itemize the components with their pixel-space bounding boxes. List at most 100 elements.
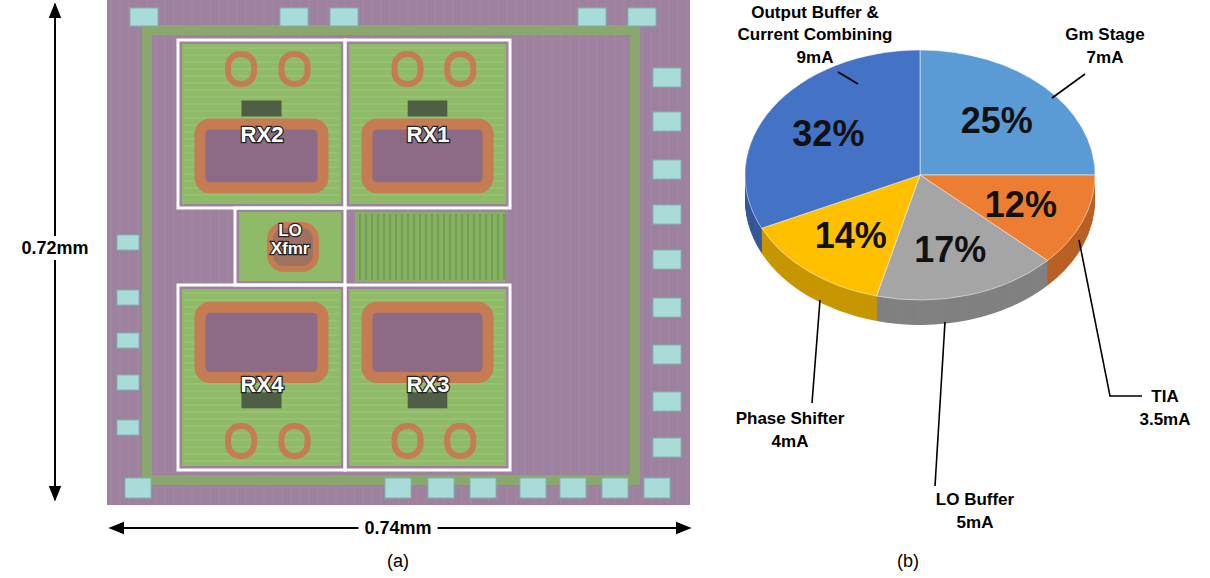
rx-texture bbox=[184, 454, 339, 455]
rx-texture bbox=[351, 62, 504, 63]
block-label-line: RX1 bbox=[407, 122, 450, 147]
rx-texture bbox=[184, 293, 339, 294]
inductor bbox=[367, 307, 488, 377]
bias-texture bbox=[504, 214, 505, 280]
pad bbox=[280, 8, 308, 26]
rx-texture bbox=[351, 447, 504, 448]
small-inductor bbox=[228, 54, 254, 84]
slice bbox=[920, 50, 1095, 175]
block-frame bbox=[178, 40, 345, 208]
rx-texture bbox=[351, 97, 504, 98]
rx-texture bbox=[351, 55, 504, 56]
caption: (a) bbox=[387, 551, 409, 571]
block-label: LOXfmr bbox=[271, 221, 310, 258]
block-label-line: Xfmr bbox=[271, 239, 310, 258]
bias-texture bbox=[420, 214, 421, 280]
texture-line bbox=[597, 0, 598, 505]
pad bbox=[117, 420, 139, 435]
leader-line bbox=[812, 300, 820, 403]
height-label: 0.72mm bbox=[21, 238, 88, 258]
bias-texture bbox=[408, 214, 409, 280]
rx-texture bbox=[351, 433, 504, 434]
pad bbox=[125, 478, 151, 498]
texture-line bbox=[624, 0, 625, 505]
pad bbox=[428, 478, 454, 498]
texture-line bbox=[615, 0, 616, 505]
texture-line bbox=[561, 0, 562, 505]
pad bbox=[653, 112, 681, 131]
rx-texture bbox=[184, 118, 339, 119]
pad bbox=[653, 160, 681, 179]
texture-line bbox=[687, 0, 688, 505]
label-patch bbox=[358, 516, 437, 540]
current-label: 9mA bbox=[797, 48, 834, 67]
leader-line bbox=[1079, 240, 1142, 396]
current-label: 7mA bbox=[1087, 48, 1124, 67]
texture-line bbox=[525, 0, 526, 505]
inductor bbox=[200, 307, 323, 377]
pad bbox=[578, 8, 606, 26]
category-label-line: Current Combining bbox=[738, 25, 893, 44]
rx-texture bbox=[351, 90, 504, 91]
block-label: RX2 bbox=[241, 122, 284, 147]
block-frame bbox=[345, 40, 510, 208]
pad bbox=[330, 8, 358, 26]
data-label: 12% bbox=[985, 184, 1057, 225]
bias-texture bbox=[378, 214, 379, 280]
pad bbox=[130, 8, 158, 26]
texture-line bbox=[552, 0, 553, 505]
rx-ground bbox=[349, 289, 506, 466]
rx-texture bbox=[184, 440, 339, 441]
texture-line bbox=[543, 0, 544, 505]
category-label: LO Buffer bbox=[936, 490, 1015, 509]
pad bbox=[653, 68, 681, 87]
category-label-line: Output Buffer & bbox=[751, 3, 878, 22]
pad bbox=[628, 8, 656, 26]
category-label: Phase Shifter bbox=[736, 409, 845, 428]
rx-texture bbox=[184, 69, 339, 70]
rx-texture bbox=[184, 55, 339, 56]
label-patch bbox=[17, 236, 92, 260]
rx-texture bbox=[351, 48, 504, 49]
category-label: Output Buffer & Current Combining bbox=[738, 3, 893, 44]
bias-texture bbox=[462, 214, 463, 280]
rx-texture bbox=[184, 426, 339, 427]
texture-line bbox=[165, 0, 166, 505]
bias-texture bbox=[396, 214, 397, 280]
block-label-line: LO bbox=[278, 221, 302, 240]
rx-texture bbox=[184, 461, 339, 462]
rx-texture bbox=[351, 293, 504, 294]
pad bbox=[117, 375, 139, 390]
block-label-line: RX2 bbox=[241, 122, 284, 147]
caption: (b) bbox=[897, 551, 919, 571]
data-label: 17% bbox=[914, 229, 986, 270]
pad bbox=[117, 290, 139, 305]
rx-texture bbox=[184, 83, 339, 84]
rx-texture bbox=[184, 447, 339, 448]
category-label-line: Gm Stage bbox=[1065, 25, 1144, 44]
block-label-line: RX3 bbox=[407, 372, 450, 397]
rx-texture bbox=[184, 300, 339, 301]
bias-texture bbox=[384, 214, 385, 280]
rx-texture bbox=[184, 76, 339, 77]
current-label: 5mA bbox=[957, 513, 994, 532]
texture-line bbox=[174, 0, 175, 505]
chip-texture bbox=[111, 0, 687, 505]
small-inductor bbox=[447, 54, 473, 84]
pad bbox=[653, 205, 681, 224]
pie bbox=[745, 50, 1095, 325]
block-label: RX3 bbox=[407, 372, 450, 397]
leader-line bbox=[935, 322, 945, 486]
bias-texture bbox=[486, 214, 487, 280]
leader-line bbox=[1052, 74, 1085, 98]
rx-texture bbox=[351, 76, 504, 77]
bias-texture bbox=[450, 214, 451, 280]
texture-line bbox=[579, 0, 580, 505]
bias-texture bbox=[366, 214, 367, 280]
bias-texture bbox=[426, 214, 427, 280]
bias-texture bbox=[372, 214, 373, 280]
pad bbox=[653, 298, 681, 317]
texture-line bbox=[570, 0, 571, 505]
data-label: 32% bbox=[792, 113, 864, 154]
rx-texture bbox=[351, 195, 504, 196]
